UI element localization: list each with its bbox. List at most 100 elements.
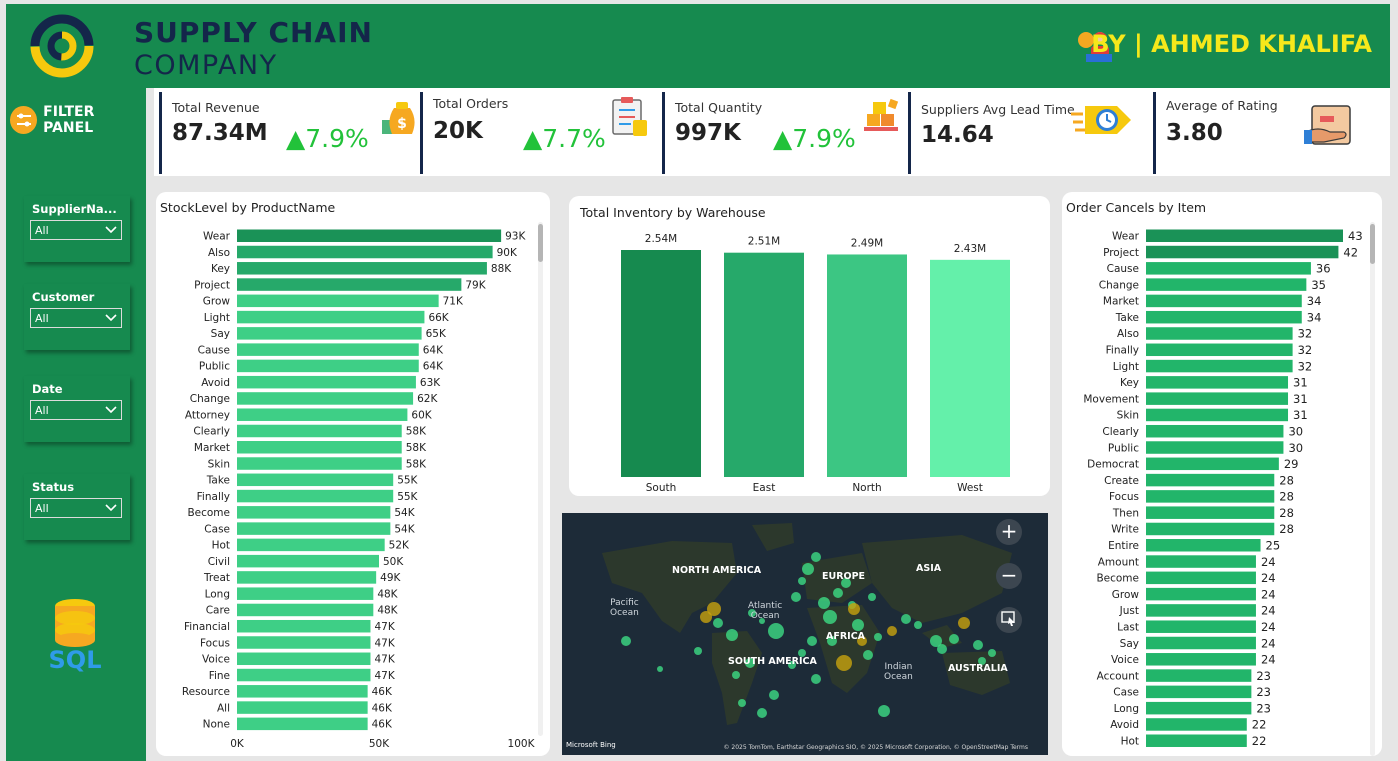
supplier-location-dot[interactable] [937,644,947,654]
supplier-location-dot[interactable] [798,577,806,585]
supplier-location-dot[interactable] [621,636,631,646]
cancel-bar[interactable] [1146,310,1302,324]
cancel-bar[interactable] [1146,685,1252,699]
stock-bar[interactable] [237,359,419,373]
supplier-location-dot[interactable] [700,611,712,623]
stock-bar[interactable] [237,229,502,243]
stock-bar[interactable] [237,278,462,291]
stock-bar[interactable] [237,441,402,454]
supplier-location-dot[interactable] [823,610,837,624]
supplier-location-dot[interactable] [757,708,767,718]
cancel-bar[interactable] [1146,653,1256,666]
supplier-location-dot[interactable] [788,661,796,669]
supplier-location-dot[interactable] [978,657,986,665]
supplier-location-dot[interactable] [807,636,817,646]
stock-bar[interactable] [237,408,408,421]
supplier-location-dot[interactable] [827,636,837,646]
stock-bar[interactable] [237,506,391,519]
stock-bar[interactable] [237,554,379,568]
stock-bar[interactable] [237,310,425,324]
supplier-location-dot[interactable] [732,671,740,679]
warehouse-column-chart[interactable]: 2.54M South 2.51M East 2.49M North 2.43M West [569,196,1050,496]
supplier-location-dot[interactable] [901,614,911,624]
supplier-location-dot[interactable] [818,597,830,609]
warehouse-bar[interactable] [930,259,1010,477]
cancel-bar[interactable] [1146,408,1289,422]
stock-bar[interactable] [237,343,419,356]
supplier-location-dot[interactable] [802,563,814,575]
supplier-location-dot[interactable] [738,699,746,707]
stock-bar[interactable] [237,375,416,389]
supplier-location-dot[interactable] [726,629,738,641]
cancel-bar[interactable] [1146,620,1256,633]
cancel-bar[interactable] [1146,392,1289,405]
supplier-location-dot[interactable] [988,649,996,657]
stock-bar[interactable] [237,587,374,600]
cancel-bar[interactable] [1146,587,1256,601]
supplier-location-dot[interactable] [833,588,843,598]
supplier-location-dot[interactable] [811,552,821,562]
supplier-location-dot[interactable] [798,649,806,657]
stock-bar[interactable] [237,603,374,617]
zoom-in-button[interactable]: + [996,519,1022,545]
cancel-bar[interactable] [1146,359,1293,373]
supplier-location-dot[interactable] [694,647,702,655]
cancel-bar[interactable] [1146,506,1275,519]
cancel-bar[interactable] [1146,376,1289,389]
cancel-bar[interactable] [1146,262,1311,275]
supplier-location-dot[interactable] [887,626,897,636]
stocklevel-bar-chart[interactable]: Wear 93K Also 90K Key 88K Project 79K Grow 71K Lig… [156,192,550,756]
cancel-bar[interactable] [1146,571,1256,585]
cancel-bar[interactable] [1146,701,1252,715]
status-dropdown[interactable]: All [30,498,122,518]
supplier-location-dot[interactable] [848,603,860,615]
map-attribution[interactable]: © 2025 TomTom, Earthstar Geographics SIO… [723,744,1029,751]
stock-bar[interactable] [237,245,493,259]
supplier-location-dot[interactable] [868,593,876,601]
scrollbar-thumb[interactable] [538,224,543,262]
stock-bar[interactable] [237,424,402,438]
stock-bar[interactable] [237,701,368,714]
chart-scrollbar[interactable] [1370,222,1375,756]
cancel-bar[interactable] [1146,669,1252,682]
cancel-bar[interactable] [1146,229,1343,243]
cancel-bar[interactable] [1146,457,1279,471]
stock-bar[interactable] [237,522,391,535]
cancel-bar[interactable] [1146,441,1284,454]
cancel-bar[interactable] [1146,555,1256,568]
stock-bar[interactable] [237,571,377,584]
supplier-location-dot[interactable] [791,592,801,602]
cancel-bar[interactable] [1146,604,1256,617]
supplier-map[interactable]: NORTH AMERICA EUROPE ASIA SOUTH AMERICA … [562,513,1048,755]
cancel-bar[interactable] [1146,343,1293,357]
supplier-location-dot[interactable] [811,674,821,684]
cancel-bar[interactable] [1146,718,1247,731]
stock-bar[interactable] [237,327,422,340]
supplier-location-dot[interactable] [759,618,765,624]
stock-bar[interactable] [237,538,385,552]
supplier-location-dot[interactable] [930,635,942,647]
order-cancels-bar-chart[interactable]: Wear 43 Project 42 Cause 36 Change 35 Market 34 Ta… [1062,192,1382,756]
stock-bar[interactable] [237,473,394,487]
supplier-location-dot[interactable] [949,634,959,644]
cancel-bar[interactable] [1146,636,1256,650]
warehouse-bar[interactable] [724,252,804,477]
stock-bar[interactable] [237,619,371,633]
supplier-location-dot[interactable] [878,705,890,717]
cancel-bar[interactable] [1146,490,1275,503]
supplier-dropdown[interactable]: All [30,220,122,240]
supplier-location-dot[interactable] [768,623,784,639]
supplier-location-dot[interactable] [748,609,756,617]
cancel-bar[interactable] [1146,473,1275,487]
cancel-bar[interactable] [1146,327,1293,340]
stock-bar[interactable] [237,392,414,405]
chart-scrollbar[interactable] [538,222,543,736]
cancel-bar[interactable] [1146,734,1247,747]
supplier-location-dot[interactable] [707,602,721,616]
warehouse-bar[interactable] [621,250,701,477]
map-select-button[interactable] [996,607,1022,633]
supplier-location-dot[interactable] [914,621,922,629]
supplier-location-dot[interactable] [841,578,851,588]
cancel-bar[interactable] [1146,245,1339,259]
stock-bar[interactable] [237,652,371,666]
